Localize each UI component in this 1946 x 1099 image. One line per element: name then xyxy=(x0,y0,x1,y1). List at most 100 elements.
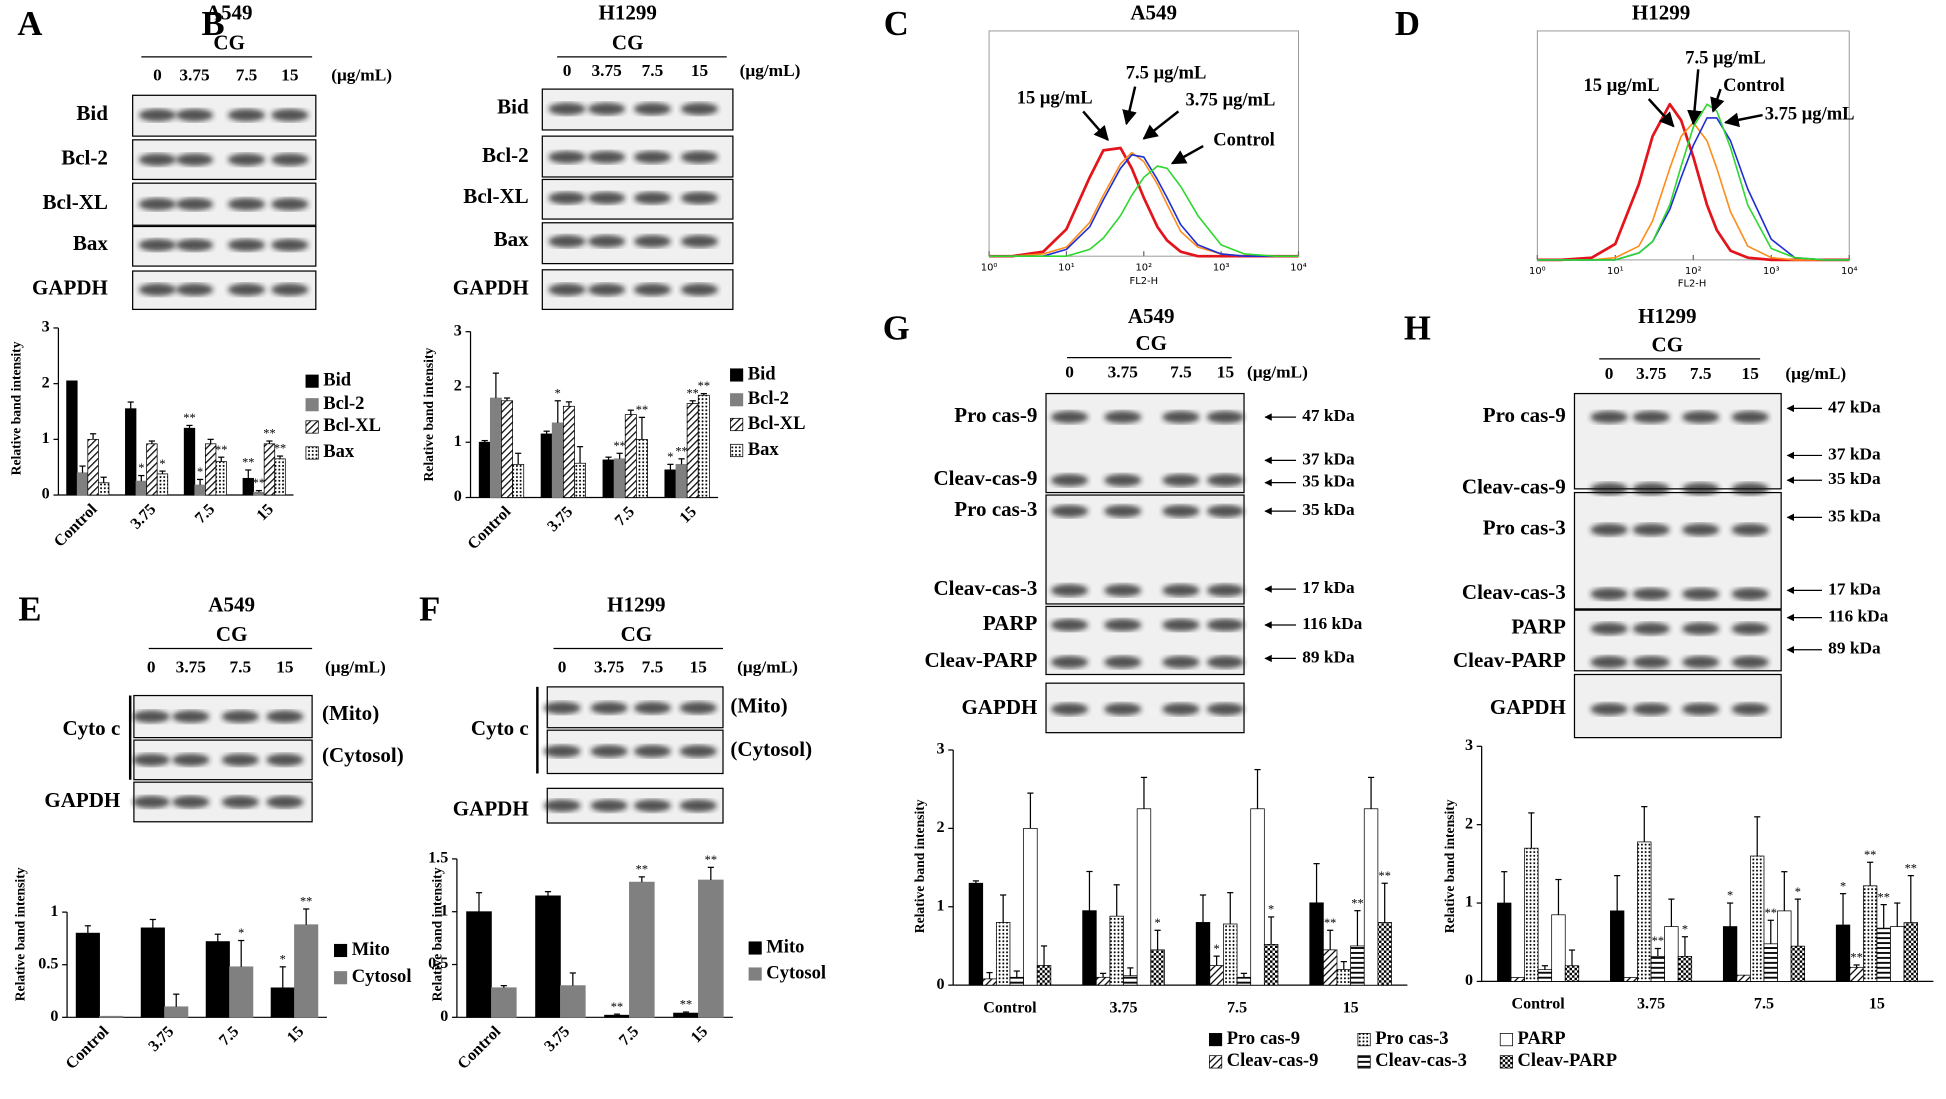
blot-band xyxy=(227,153,266,166)
blot-row-label: Cleav-cas-3 xyxy=(1462,580,1566,604)
blot-band xyxy=(1632,482,1670,496)
marker-label: 35 kDa xyxy=(1828,469,1881,488)
bar xyxy=(1309,902,1324,986)
bar xyxy=(1195,922,1211,986)
y-tick-label: 0.5 xyxy=(38,955,58,972)
blot-band xyxy=(132,710,170,723)
blot-band xyxy=(1682,622,1720,635)
dose: 15 xyxy=(1742,364,1760,383)
bar xyxy=(146,443,158,496)
blot-band xyxy=(1050,410,1089,424)
dose: 0 xyxy=(558,657,567,676)
significance: ** xyxy=(183,411,195,425)
treatment: CG xyxy=(213,30,245,54)
legend-swatch xyxy=(748,941,762,955)
bar xyxy=(1537,969,1553,982)
bar xyxy=(466,911,492,1018)
blot-band xyxy=(1632,702,1670,716)
marker-label: 116 kDa xyxy=(1828,607,1888,626)
chart-title: H1299 xyxy=(1632,1,1690,25)
significance: ** xyxy=(611,1000,623,1014)
plot-frame xyxy=(988,30,1299,257)
x-tick-label: 7.5 xyxy=(192,501,218,527)
annotation-arrow xyxy=(1082,110,1109,141)
bar xyxy=(66,380,78,496)
dose: 15 xyxy=(691,61,709,80)
bar xyxy=(1336,969,1351,986)
chart-title: H1299 xyxy=(607,592,665,616)
dose: 7.5 xyxy=(236,66,258,85)
y-tick-label: 2 xyxy=(454,378,462,395)
blot-band xyxy=(266,753,304,767)
legend-swatch xyxy=(1209,1033,1223,1047)
x-tick-label: Control xyxy=(1511,996,1565,1013)
bar xyxy=(1610,910,1625,982)
x-tick-label: 10² xyxy=(1685,266,1702,277)
bar xyxy=(1790,945,1806,982)
blot-band xyxy=(271,198,309,211)
bar xyxy=(1350,945,1365,986)
significance: * xyxy=(1727,889,1733,903)
blot-band xyxy=(1590,410,1628,424)
blot-band xyxy=(680,150,719,164)
y-tick-label: 2 xyxy=(42,374,50,391)
y-axis-label: Relative band intensity xyxy=(12,867,27,1001)
blot-row-label: GAPDH xyxy=(32,275,108,299)
y-tick-label: 0.5 xyxy=(428,955,448,972)
bar xyxy=(1623,977,1638,982)
y-tick-label: 0 xyxy=(1465,972,1473,989)
x-tick-label: 10³ xyxy=(1763,266,1780,277)
bar xyxy=(995,922,1011,986)
significance: ** xyxy=(1379,869,1391,883)
annotation: 7.5 μg/mL xyxy=(1126,63,1207,84)
x-tick-label: 7.5 xyxy=(612,503,638,529)
blot-band xyxy=(132,753,170,767)
y-axis-label: Relative band intensity xyxy=(1442,799,1457,933)
chart-title: A549 xyxy=(208,592,255,616)
blot-row-label: Bcl-2 xyxy=(482,143,529,167)
bar xyxy=(1109,915,1124,986)
x-tick-label: 7.5 xyxy=(1227,999,1247,1016)
significance: * xyxy=(280,952,286,966)
bar xyxy=(982,978,997,986)
legend-label: Mito xyxy=(352,939,390,960)
y-axis-label: Relative band intensity xyxy=(421,347,436,481)
bar xyxy=(1209,965,1224,986)
bar xyxy=(99,1015,124,1018)
bar xyxy=(1650,955,1665,982)
legend-label: Bcl-XL xyxy=(323,415,381,436)
significance: * xyxy=(1214,942,1220,956)
marker-label: 35 kDa xyxy=(1302,472,1355,491)
bar xyxy=(1524,847,1539,982)
bar xyxy=(512,463,525,498)
significance: * xyxy=(1682,922,1688,936)
y-tick-label: 2 xyxy=(1465,815,1473,832)
y-tick-label: 1 xyxy=(42,430,50,447)
blot-band xyxy=(679,701,717,715)
blot-row-label: Bax xyxy=(73,231,109,255)
blot-band xyxy=(548,150,586,164)
significance: ** xyxy=(636,403,648,417)
panel-label: H xyxy=(1404,310,1431,348)
blot-band xyxy=(1050,474,1089,487)
panel-label: C xyxy=(884,5,909,43)
blot-band xyxy=(221,753,259,767)
blot-band xyxy=(1206,474,1245,487)
x-tick-label: 3.75 xyxy=(1109,999,1137,1016)
significance: ** xyxy=(636,863,648,877)
blot-band xyxy=(1162,618,1200,632)
treatment: CG xyxy=(612,30,644,54)
significance: * xyxy=(197,465,203,479)
blot-band xyxy=(1590,655,1628,669)
blot-band xyxy=(1162,474,1200,487)
panel-label: G xyxy=(883,310,910,348)
marker-label: 17 kDa xyxy=(1302,578,1355,597)
blot-row-label: PARP xyxy=(1511,615,1566,639)
blot-band xyxy=(588,283,626,296)
blot-band xyxy=(1590,523,1628,536)
bar xyxy=(1223,923,1238,986)
blot-band xyxy=(1206,702,1245,716)
blot-row-label: Cleav-PARP xyxy=(925,648,1038,672)
significance: ** xyxy=(698,379,710,393)
bar xyxy=(270,987,295,1018)
